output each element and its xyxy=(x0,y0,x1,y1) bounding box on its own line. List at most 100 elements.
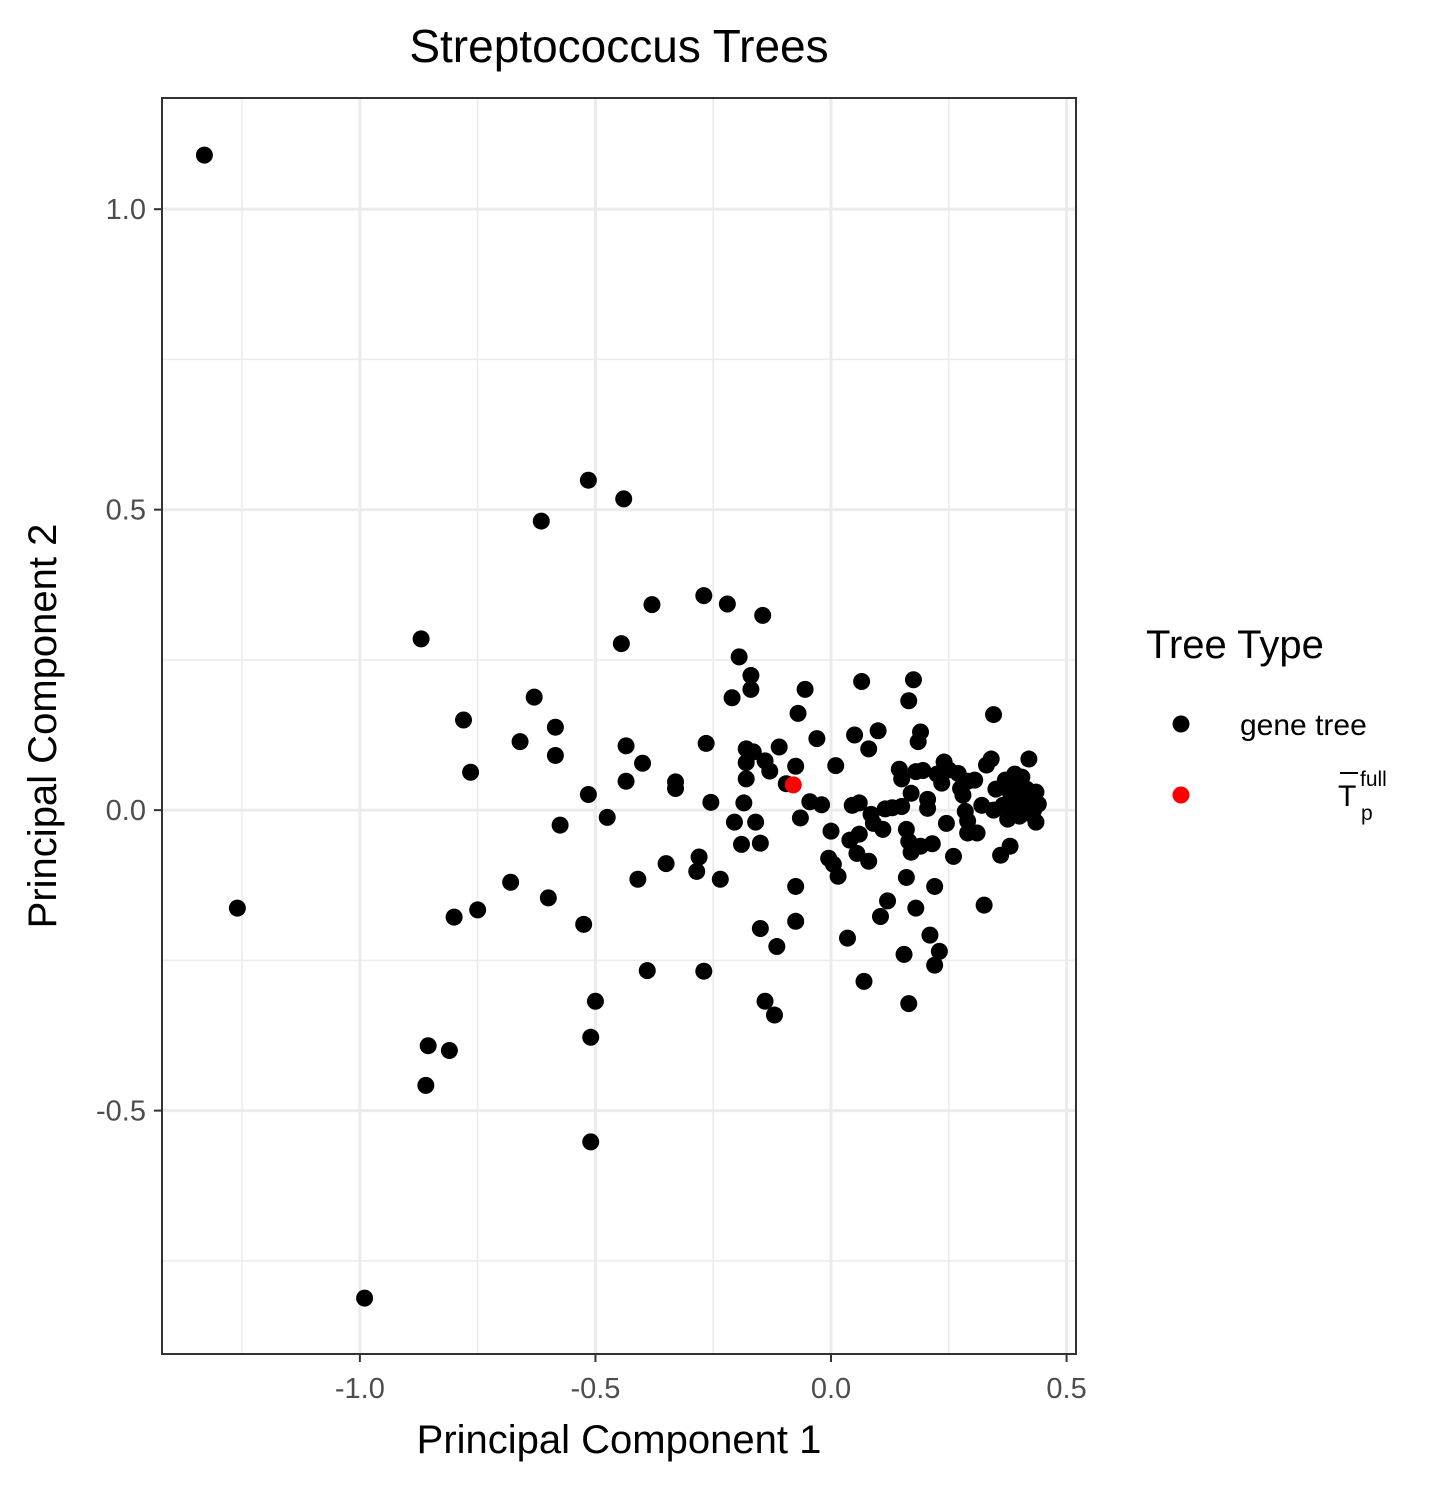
gene-tree-point xyxy=(982,750,1000,768)
gene-tree-point xyxy=(855,972,873,990)
gene-tree-point xyxy=(874,820,892,838)
gene-tree-point xyxy=(902,784,920,802)
gene-tree-point xyxy=(787,912,805,930)
gene-tree-point xyxy=(579,786,597,804)
gene-tree-point xyxy=(417,1076,435,1094)
gene-tree-point xyxy=(914,761,932,779)
plot-panel-background xyxy=(162,98,1076,1354)
gene-tree-point xyxy=(697,734,715,752)
gene-tree-point xyxy=(869,722,887,740)
gene-tree-point xyxy=(747,813,765,831)
gene-tree-point xyxy=(546,718,564,736)
gene-tree-point xyxy=(455,711,473,729)
legend-key-tp-full xyxy=(1172,786,1190,804)
gene-tree-point xyxy=(850,794,868,812)
gene-tree-point xyxy=(770,738,788,756)
gene-tree-point xyxy=(871,908,889,926)
gene-tree-point xyxy=(742,667,760,685)
gene-tree-point xyxy=(615,490,633,508)
x-tick-label: 0.5 xyxy=(1046,1373,1086,1405)
gene-tree-point xyxy=(744,743,762,761)
gene-tree-point xyxy=(629,870,647,888)
gene-tree-point xyxy=(846,726,864,744)
gene-tree-point xyxy=(695,962,713,980)
gene-tree-point xyxy=(695,587,713,605)
x-tick-label: 0.0 xyxy=(811,1373,851,1405)
y-axis-ticks: -0.5 0.0 0.5 1.0 xyxy=(96,194,162,1128)
gene-tree-point xyxy=(787,757,805,775)
gene-tree-point xyxy=(751,834,769,852)
gene-tree-point xyxy=(968,824,986,842)
legend: Tree Type gene tree T full p xyxy=(1146,623,1387,825)
gene-tree-point xyxy=(1027,813,1045,831)
gene-tree-point xyxy=(966,771,984,789)
gene-tree-point xyxy=(926,956,944,974)
gene-tree-point xyxy=(756,992,774,1010)
gene-tree-point xyxy=(893,770,911,788)
gene-tree-point xyxy=(796,680,814,698)
gene-tree-point xyxy=(829,867,847,885)
legend-label-tp-full: T full p xyxy=(1338,768,1387,825)
gene-tree-point xyxy=(959,812,977,830)
gene-tree-point xyxy=(579,471,597,489)
x-axis-title: Principal Component 1 xyxy=(417,1418,822,1462)
gene-tree-point xyxy=(546,746,564,764)
gene-tree-point xyxy=(787,877,805,895)
gene-tree-point xyxy=(511,733,529,751)
gene-tree-point xyxy=(895,945,913,963)
legend-title: Tree Type xyxy=(1146,623,1324,667)
gene-tree-point xyxy=(839,929,856,947)
gene-tree-point xyxy=(598,808,616,826)
tp-full-point xyxy=(784,776,802,794)
gene-tree-point xyxy=(711,870,729,888)
gene-tree-point xyxy=(643,596,661,614)
gene-tree-point xyxy=(751,920,769,938)
gene-tree-point xyxy=(1029,795,1047,813)
legend-label-tp-base: T xyxy=(1338,780,1356,813)
gene-tree-point xyxy=(737,770,755,788)
gene-tree-point xyxy=(532,512,550,530)
y-axis-title: Principal Component 2 xyxy=(21,524,65,929)
data-points xyxy=(195,146,1047,1307)
gene-tree-point xyxy=(813,796,831,814)
gene-tree-point xyxy=(462,763,480,781)
gene-tree-point xyxy=(860,740,878,758)
x-tick-label: -1.0 xyxy=(335,1373,385,1405)
gene-tree-point xyxy=(975,896,993,914)
gene-tree-point xyxy=(879,892,897,910)
gene-tree-point xyxy=(860,852,878,870)
gene-tree-point xyxy=(930,942,948,960)
y-tick-label: 1.0 xyxy=(106,194,146,226)
gene-tree-point xyxy=(827,757,845,775)
gene-tree-point xyxy=(688,862,706,880)
gene-tree-point xyxy=(742,680,760,698)
gene-tree-point xyxy=(919,799,937,817)
gene-tree-point xyxy=(702,793,720,811)
gene-tree-point xyxy=(723,689,741,707)
gene-tree-point xyxy=(926,877,944,895)
gene-tree-point xyxy=(945,847,963,865)
gene-tree-point xyxy=(440,1042,458,1060)
gene-tree-point xyxy=(768,938,786,956)
x-axis-ticks: -1.0 -0.5 0.0 0.5 xyxy=(335,1354,1087,1405)
gene-tree-point xyxy=(765,1006,783,1024)
gene-tree-point xyxy=(732,835,750,853)
plot-panel-border xyxy=(161,97,1077,1355)
gene-tree-point xyxy=(667,779,685,797)
gene-tree-point xyxy=(582,1133,600,1151)
y-tick-label: -0.5 xyxy=(96,1096,146,1128)
gene-tree-point xyxy=(893,798,911,816)
gene-tree-point xyxy=(575,915,593,933)
gene-tree-point xyxy=(690,848,708,866)
gene-tree-point xyxy=(412,630,430,648)
x-tick-label: -0.5 xyxy=(570,1373,620,1405)
gene-tree-point xyxy=(921,926,939,944)
legend-label-subscript: p xyxy=(1361,802,1373,825)
gene-tree-point xyxy=(761,762,779,780)
gene-tree-point xyxy=(539,889,557,907)
gene-tree-point xyxy=(735,794,753,812)
legend-key-gene-tree xyxy=(1172,715,1190,733)
gene-tree-point xyxy=(419,1037,437,1055)
gene-tree-point xyxy=(1020,750,1038,768)
gene-tree-point xyxy=(195,146,213,164)
